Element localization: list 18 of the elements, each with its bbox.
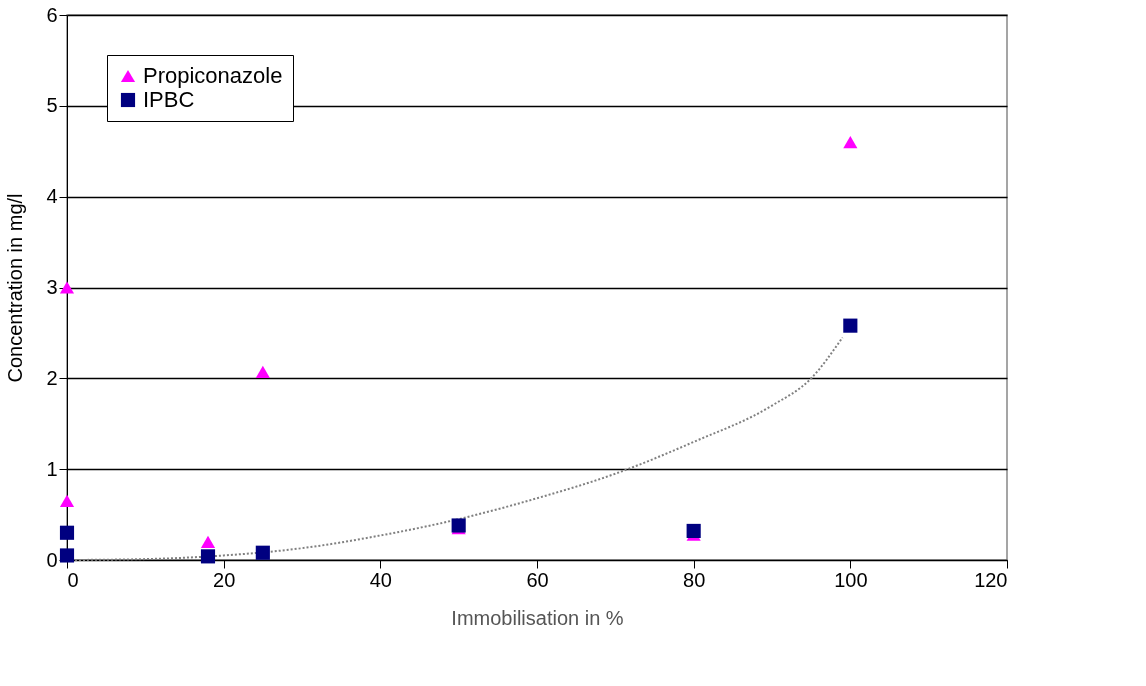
x-tick-label: 40 bbox=[369, 568, 392, 591]
y-axis-title: Concentration in mg/l bbox=[4, 193, 27, 383]
y-tick-label: 2 bbox=[46, 366, 58, 389]
x-tick-label: 60 bbox=[526, 568, 549, 591]
x-tick-label: 100 bbox=[834, 568, 868, 591]
legend-label: Propiconazole bbox=[143, 63, 283, 88]
x-tick-label: 80 bbox=[683, 568, 706, 591]
y-tick-label: 5 bbox=[46, 94, 58, 117]
x-axis-title: Immobilisation in % bbox=[451, 606, 624, 629]
x-tick-label: 0 bbox=[67, 568, 79, 591]
y-tick-label: 1 bbox=[46, 457, 58, 480]
y-tick-label: 0 bbox=[46, 548, 58, 571]
y-tick-label: 6 bbox=[46, 3, 58, 26]
legend-label: IPBC bbox=[143, 87, 195, 112]
x-tick-label: 20 bbox=[213, 568, 236, 591]
x-tick-label: 120 bbox=[974, 568, 1008, 591]
y-tick-label: 4 bbox=[46, 185, 58, 208]
y-tick-label: 3 bbox=[46, 276, 58, 298]
